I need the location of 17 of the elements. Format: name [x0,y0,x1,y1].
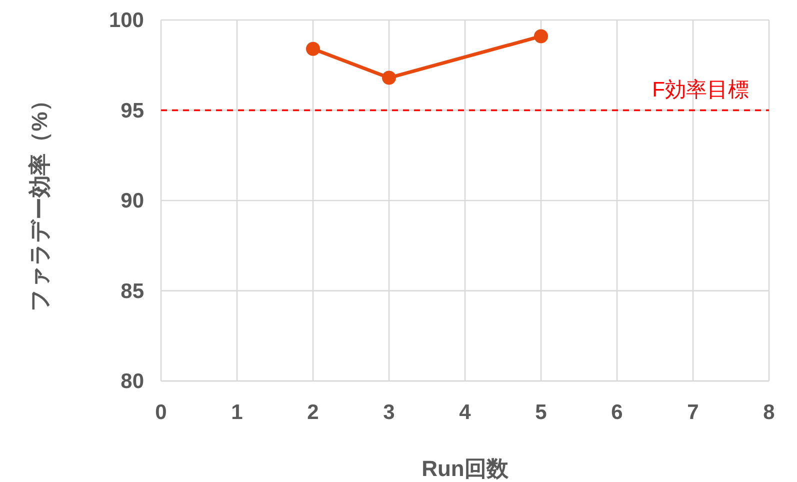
xtick: 1 [231,401,243,424]
xtick: 0 [155,401,167,424]
xtick: 5 [535,401,547,424]
ytick: 85 [120,280,144,303]
ytick: 95 [120,99,144,122]
ytick: 80 [120,370,144,393]
xtick: 6 [611,401,623,424]
ytick: 90 [120,190,144,212]
xtick: 7 [687,401,699,424]
ytick: 100 [108,9,144,32]
ref-label: F効率目標 [652,78,749,102]
xtick: 4 [459,401,471,424]
xtick: 2 [307,401,319,424]
ylabel: ファラデー効率（%） [27,90,52,312]
xlabel: Run回数 [422,456,508,481]
xtick: 8 [763,401,775,424]
xtick: 3 [383,401,395,424]
